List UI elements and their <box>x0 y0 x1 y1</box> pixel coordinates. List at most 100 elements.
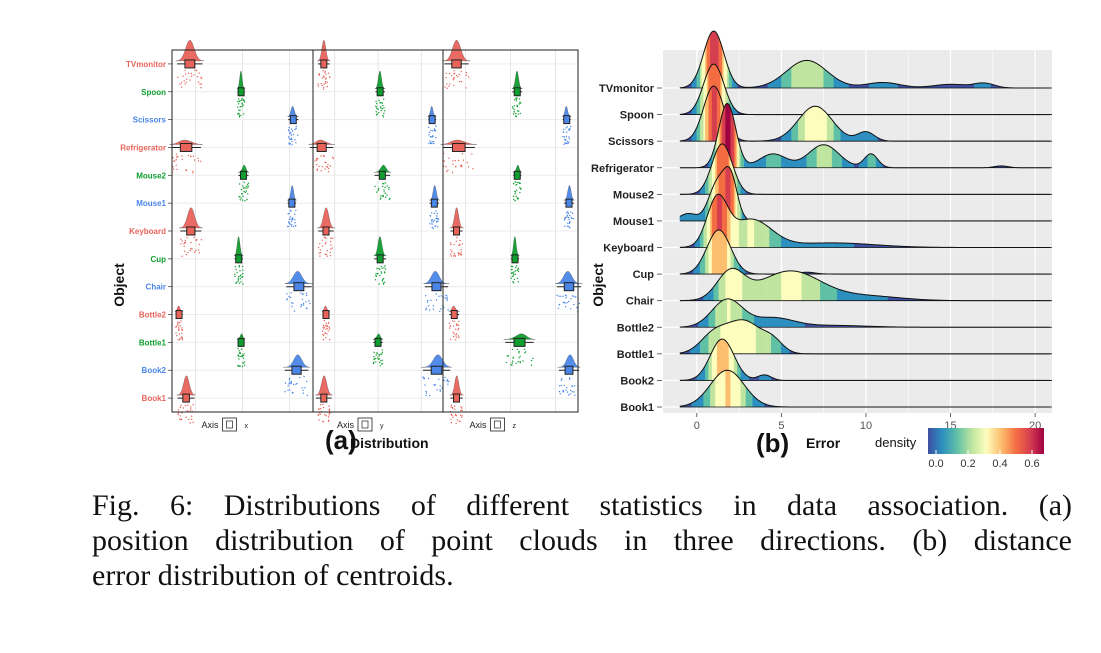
rain-point <box>319 413 322 415</box>
ridge-fill-strip <box>837 151 840 168</box>
rain-point <box>525 351 527 353</box>
ridge-fill-strip <box>796 271 799 301</box>
rain-point <box>564 138 566 140</box>
ridge-fill-strip <box>713 345 716 381</box>
rain-point <box>328 409 330 411</box>
rain-point <box>192 170 194 173</box>
rain-point <box>471 153 473 155</box>
rain-point <box>454 160 456 162</box>
ridge-fill-strip <box>799 60 802 89</box>
object-label: Book1 <box>142 394 167 403</box>
rain-point <box>328 419 330 421</box>
ridge-fill-strip <box>782 72 785 89</box>
rain-point <box>190 408 192 410</box>
rain-point <box>287 225 289 228</box>
caption-line-3: error distribution of centroids. <box>92 559 454 592</box>
rain-point <box>457 252 460 254</box>
facet-axis-name: x <box>245 423 249 430</box>
rain-point <box>568 129 570 131</box>
rain-point <box>388 188 390 190</box>
ridge-fill-strip <box>767 276 770 301</box>
ridge-fill-strip <box>837 242 840 248</box>
rain-point <box>440 295 442 297</box>
rain-point <box>569 128 571 130</box>
rain-point <box>446 297 448 299</box>
rain-point <box>241 365 244 368</box>
rain-point <box>457 76 459 78</box>
x-tick-label: 10 <box>860 420 872 432</box>
rain-point <box>329 165 331 167</box>
rain-point <box>446 295 448 297</box>
box <box>175 310 183 320</box>
ridge-fill-strip <box>752 279 755 301</box>
rain-point <box>176 324 179 326</box>
object-label: Keyboard <box>603 243 654 255</box>
ridge-fill-strip <box>843 290 846 301</box>
ridge-fill-strip <box>716 302 720 328</box>
rain-point <box>330 248 332 250</box>
ridge-fill-strip <box>858 132 862 142</box>
box <box>293 282 305 292</box>
rain-point <box>240 114 242 117</box>
ridge-fill-strip <box>762 329 765 355</box>
ridge-fill-strip <box>776 232 779 248</box>
rain-point <box>435 125 437 127</box>
rain-point <box>198 252 201 254</box>
rain-point <box>382 114 384 117</box>
rain-point <box>240 99 243 102</box>
rain-point <box>293 310 296 312</box>
ridge-fill-strip <box>776 337 779 355</box>
ridge-fill-strip <box>850 292 853 301</box>
rain-point <box>181 337 183 339</box>
rain-point <box>381 185 384 188</box>
rain-point <box>325 322 327 324</box>
rain-point <box>183 80 185 82</box>
rain-point <box>561 378 563 380</box>
rain-point <box>286 299 288 301</box>
rain-point <box>451 75 453 77</box>
box <box>513 170 521 180</box>
ridge-fill-strip <box>745 218 748 248</box>
rain-point <box>453 335 455 338</box>
object-label: Spoon <box>620 110 654 122</box>
rain-point <box>379 198 382 200</box>
rain-point <box>376 107 378 110</box>
rain-point <box>456 324 458 326</box>
rain-point <box>242 265 244 268</box>
ridge-keyboard <box>679 193 1052 248</box>
rain-point <box>327 164 329 166</box>
rain-point <box>425 390 427 393</box>
box <box>235 254 243 264</box>
ridge-fill-strip <box>794 241 797 248</box>
rain-point <box>374 279 377 281</box>
rain-point <box>189 422 191 424</box>
rain-point <box>326 327 328 330</box>
rain-point <box>565 389 567 391</box>
rain-point <box>326 249 328 252</box>
rain-point <box>239 270 241 272</box>
rain-point <box>450 253 452 255</box>
rain-point <box>325 337 327 339</box>
rain-point <box>300 306 302 308</box>
ridge-fill-strip <box>769 275 772 301</box>
ridge-fill-strip <box>759 279 762 301</box>
ridge-fill-strip <box>948 84 951 89</box>
ridge-fill-strip <box>830 285 833 301</box>
ridge-fill-strip <box>826 113 829 142</box>
rain-point <box>449 338 452 340</box>
rain-point <box>515 195 517 197</box>
cloud-density <box>423 271 450 284</box>
ridge-fill-strip <box>725 369 728 408</box>
ridge-fill-strip <box>801 113 804 142</box>
rain-point <box>461 243 464 245</box>
rain-point <box>437 226 439 228</box>
rain-point <box>243 357 245 359</box>
ridge-fill-strip <box>880 295 884 301</box>
rain-point <box>568 225 570 228</box>
rain-point <box>237 277 239 279</box>
rain-point <box>432 219 434 221</box>
ridge-fill-strip <box>764 277 767 301</box>
ridge-fill-strip <box>821 108 824 142</box>
rain-point <box>239 352 242 355</box>
rain-point <box>453 76 455 79</box>
